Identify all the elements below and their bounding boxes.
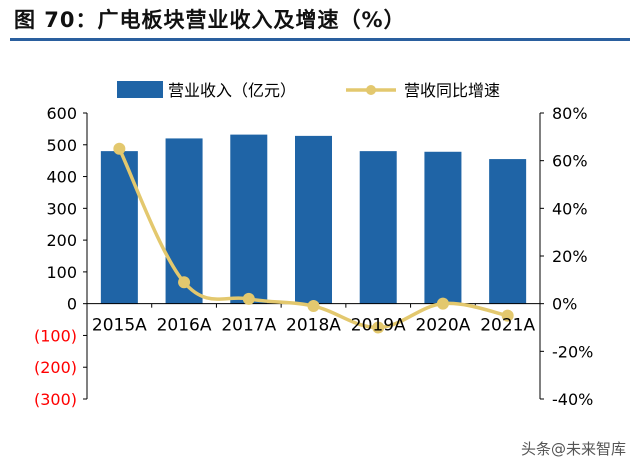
- x-tick-label: 2019A: [351, 316, 406, 336]
- growth-point-2015A: [113, 142, 126, 155]
- left-axis-tick-label: 300: [46, 199, 77, 218]
- x-tick-label: 2018A: [286, 316, 341, 336]
- bar-2018A: [295, 135, 332, 304]
- legend-bar-swatch: [117, 81, 163, 98]
- bar-2019A: [359, 151, 397, 304]
- title-rule: [10, 38, 630, 41]
- legend-line-marker: [366, 85, 376, 95]
- watermark: 头条@未来智库: [520, 440, 626, 458]
- x-tick-label: 2020A: [415, 316, 470, 336]
- right-axis-tick-label: 40%: [552, 199, 588, 218]
- right-axis-tick-label: -20%: [552, 342, 593, 361]
- left-axis-tick-label: 400: [46, 168, 77, 187]
- left-axis-tick-label: 0: [67, 295, 77, 314]
- bar-2015A: [100, 151, 138, 304]
- bar-2021A: [489, 159, 527, 304]
- right-axis-tick-label: -40%: [552, 390, 593, 409]
- growth-point-2021A: [501, 309, 514, 322]
- x-tick-label: 2021A: [480, 316, 535, 336]
- left-axis-tick-label: 500: [46, 136, 77, 155]
- bar-2020A: [424, 151, 462, 304]
- x-tick-label: 2017A: [221, 316, 276, 336]
- x-tick-label: 2015A: [92, 316, 147, 336]
- legend-line-label: 营收同比增速: [404, 81, 500, 100]
- right-axis-tick-label: 80%: [552, 104, 588, 123]
- bar-2017A: [230, 134, 268, 304]
- left-axis-tick-label: (200): [34, 358, 77, 377]
- legend-bar-label: 营业收入（亿元）: [168, 81, 296, 100]
- left-axis-tick-label: 600: [46, 104, 77, 123]
- growth-point-2017A: [242, 292, 255, 305]
- growth-point-2020A: [436, 297, 449, 310]
- right-axis-tick-label: 20%: [552, 247, 588, 266]
- left-axis-tick-label: 100: [46, 263, 77, 282]
- left-axis-tick-label: (100): [34, 326, 77, 345]
- right-axis-tick-label: 0%: [552, 295, 577, 314]
- left-axis-tick-label: (300): [34, 390, 77, 409]
- right-axis-tick-label: 60%: [552, 152, 588, 171]
- growth-point-2016A: [178, 276, 191, 289]
- x-tick-label: 2016A: [157, 316, 212, 336]
- figure-title: 图 70：广电板块营业收入及增速（%）: [14, 8, 406, 32]
- left-axis-tick-label: 200: [46, 231, 77, 250]
- bar-2016A: [165, 138, 203, 304]
- growth-point-2018A: [307, 300, 320, 313]
- growth-point-2019A: [372, 321, 385, 334]
